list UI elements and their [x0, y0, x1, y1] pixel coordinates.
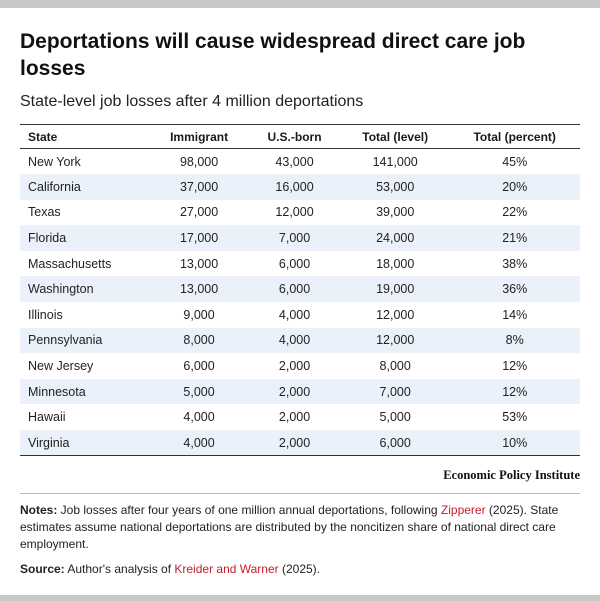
brand-label: Economic Policy Institute — [443, 468, 580, 483]
column-header: Immigrant — [150, 124, 249, 149]
source-link[interactable]: Kreider and Warner — [174, 562, 279, 577]
source: Source: Author's analysis of Kreider and… — [20, 561, 580, 578]
state-cell: California — [20, 174, 150, 200]
value-cell: 12% — [449, 378, 580, 405]
value-cell: 27,000 — [179, 205, 219, 220]
value-cell: 6,000 — [278, 256, 311, 271]
value-cell: 9,000 — [183, 307, 215, 322]
value-cell: 18,000 — [376, 256, 415, 271]
state-cell: Virginia — [20, 430, 150, 457]
source-label: Source: — [20, 562, 65, 577]
value-cell: 53% — [502, 410, 528, 425]
value-cell: 39,000 — [376, 205, 415, 220]
chart-title: Deportations will cause widespread direc… — [20, 30, 526, 80]
source-text-after: (2025). — [278, 562, 321, 577]
value-cell: 4,000 — [150, 430, 249, 457]
value-cell: 7,000 — [248, 225, 341, 251]
table-row: Hawaii 4,000 2,000 5,000 53% — [20, 404, 580, 430]
value-cell: 5,000 — [379, 410, 411, 425]
state-cell: Illinois — [28, 307, 63, 322]
value-cell: 8,000 — [379, 359, 411, 374]
state-cell: Pennsylvania — [20, 327, 150, 354]
table-row: Florida 17,000 7,000 24,000 21% — [20, 225, 580, 251]
value-cell: 2,000 — [278, 410, 311, 425]
table-row: Washington 13,000 6,000 19,000 36% — [20, 276, 580, 303]
state-cell: New York — [28, 154, 81, 169]
value-cell: 98,000 — [179, 154, 219, 169]
state-cell: Minnesota — [20, 378, 150, 405]
column-header: U.S.-born — [248, 124, 341, 149]
value-cell: 6,000 — [340, 430, 450, 457]
figure-container: Deportations will cause widespread direc… — [20, 28, 580, 578]
state-cell: Washington — [20, 276, 150, 303]
table-row: Pennsylvania 8,000 4,000 12,000 8% — [20, 327, 580, 354]
column-header: State — [20, 124, 150, 149]
column-header: Total (level) — [340, 124, 450, 149]
notes-text-before: Job losses after four years of one milli… — [57, 503, 441, 518]
value-cell: 13,000 — [150, 276, 249, 303]
state-cell: New Jersey — [28, 359, 94, 374]
value-cell: 24,000 — [340, 225, 450, 251]
table-row: Illinois 9,000 4,000 12,000 14% — [20, 302, 580, 328]
value-cell: 8% — [449, 327, 580, 354]
top-border — [0, 0, 600, 8]
table-header-row: State Immigrant U.S.-born Total (level) Tota… — [20, 124, 580, 149]
state-cell: Texas — [28, 205, 61, 220]
value-cell: 2,000 — [248, 430, 341, 457]
column-header: Total (percent) — [449, 124, 580, 149]
value-cell: 43,000 — [275, 154, 314, 169]
value-cell: 16,000 — [248, 174, 341, 200]
notes-text-after: (2025). State estimates assume national … — [20, 503, 559, 552]
state-cell: Florida — [20, 225, 150, 251]
chart-subtitle: State-level job losses after 4 million d… — [20, 93, 364, 110]
table-row: Massachusetts 13,000 6,000 18,000 38% — [20, 251, 580, 277]
value-cell: 19,000 — [340, 276, 450, 303]
value-cell: 37,000 — [150, 174, 249, 200]
bottom-border — [0, 595, 600, 601]
value-cell: 20% — [449, 174, 580, 200]
value-cell: 7,000 — [340, 378, 450, 405]
value-cell: 45% — [502, 154, 528, 169]
value-cell: 12% — [502, 359, 528, 374]
value-cell: 2,000 — [278, 359, 311, 374]
table-row: Virginia 4,000 2,000 6,000 10% — [20, 430, 580, 457]
notes-label: Notes: — [20, 503, 58, 518]
value-cell: 17,000 — [150, 225, 249, 251]
table-row: Minnesota 5,000 2,000 7,000 12% — [20, 378, 580, 405]
value-cell: 21% — [449, 225, 580, 251]
source-text-before: Author's analysis of — [64, 562, 175, 577]
table-row: New York 98,000 43,000 141,000 45% — [20, 149, 580, 175]
value-cell: 2,000 — [248, 378, 341, 405]
divider — [20, 493, 580, 495]
state-cell: Hawaii — [28, 410, 66, 425]
table-row: Texas 27,000 12,000 39,000 22% — [20, 200, 580, 226]
value-cell: 4,000 — [278, 307, 311, 322]
data-table: State Immigrant U.S.-born Total (level) Tota… — [20, 124, 580, 457]
table-row: California 37,000 16,000 53,000 20% — [20, 174, 580, 200]
value-cell: 6,000 — [248, 276, 341, 303]
notes-link[interactable]: Zipperer — [440, 503, 486, 518]
value-cell: 13,000 — [179, 256, 219, 271]
value-cell: 22% — [502, 205, 528, 220]
notes: Notes: Job losses after four years of on… — [20, 502, 580, 553]
value-cell: 5,000 — [150, 378, 249, 405]
value-cell: 53,000 — [340, 174, 450, 200]
value-cell: 141,000 — [372, 154, 418, 169]
value-cell: 12,000 — [340, 327, 450, 354]
value-cell: 4,000 — [183, 410, 215, 425]
table-body: New York 98,000 43,000 141,000 45% California… — [20, 149, 580, 457]
table-row: New Jersey 6,000 2,000 8,000 12% — [20, 353, 580, 379]
value-cell: 38% — [502, 256, 528, 271]
value-cell: 12,000 — [376, 307, 415, 322]
state-cell: Massachusetts — [28, 256, 112, 271]
value-cell: 6,000 — [183, 359, 215, 374]
value-cell: 8,000 — [150, 327, 249, 354]
value-cell: 10% — [449, 430, 580, 457]
value-cell: 14% — [502, 307, 528, 322]
value-cell: 12,000 — [275, 205, 314, 220]
value-cell: 36% — [449, 276, 580, 303]
value-cell: 4,000 — [248, 327, 341, 354]
